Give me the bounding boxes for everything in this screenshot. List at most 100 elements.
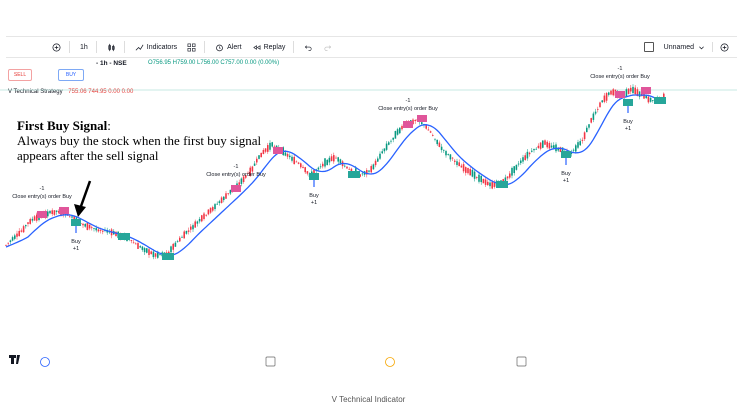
candle-body — [7, 242, 9, 244]
replay-button[interactable]: Replay — [252, 43, 285, 52]
buy-label: Buy — [71, 239, 81, 245]
buy-plus-one-label: +1 — [625, 126, 631, 132]
alert-label: Alert — [227, 43, 242, 51]
candle-body — [634, 87, 636, 95]
candle-body — [148, 249, 150, 256]
candle-body — [535, 148, 537, 150]
layout-checkbox[interactable] — [643, 42, 654, 52]
close-minus-one-label: -1 — [618, 66, 623, 72]
candle-body — [5, 244, 7, 246]
symbol-label[interactable]: - 1h - NSE — [96, 60, 127, 67]
buy-label: Buy — [561, 171, 571, 177]
candle-body — [581, 139, 584, 141]
candle-body — [198, 218, 201, 222]
candle-body — [216, 203, 218, 205]
candle-body — [608, 92, 610, 95]
templates-button[interactable] — [187, 43, 196, 52]
earnings-icon[interactable] — [265, 356, 276, 367]
chart-type-button[interactable] — [107, 43, 116, 52]
buy-marker — [496, 181, 508, 188]
candle-body — [533, 148, 535, 151]
candle-body — [146, 248, 148, 253]
candle-body — [55, 210, 58, 212]
earnings-icon[interactable] — [516, 356, 527, 367]
plus-circle-icon[interactable] — [720, 43, 729, 52]
candle-body — [289, 155, 291, 158]
candle-body — [97, 229, 100, 232]
candle-body — [209, 207, 212, 213]
candle-body — [238, 182, 240, 185]
candle-body — [132, 242, 135, 244]
candle-body — [548, 142, 551, 149]
candle-body — [491, 182, 493, 189]
candle-body — [9, 240, 12, 242]
candle-body — [511, 167, 513, 176]
chevron-down-icon[interactable] — [698, 44, 705, 51]
tradingview-logo — [9, 355, 20, 364]
candle-body — [370, 166, 372, 173]
candle-body — [610, 90, 612, 95]
exit-marker — [641, 87, 651, 94]
candle-body — [471, 169, 474, 177]
candle-body — [130, 240, 133, 242]
sell-button[interactable]: SELL — [8, 69, 32, 81]
candle-body — [300, 163, 302, 168]
candle-body — [652, 100, 654, 101]
candle-body — [227, 193, 229, 195]
candle-body — [297, 162, 300, 164]
undo-button[interactable] — [304, 43, 313, 52]
exit-marker — [59, 207, 69, 214]
candle-body — [328, 157, 331, 163]
candle-body — [313, 169, 315, 174]
strategy-row[interactable]: V Technical Strategy 755.06 744.95 0.00 … — [8, 89, 133, 95]
candle-body — [271, 142, 273, 147]
candle-body — [480, 175, 482, 183]
candle-body — [385, 143, 388, 150]
close-minus-one-label: -1 — [40, 186, 45, 192]
candle-body — [572, 149, 575, 151]
annotation-colon: : — [107, 118, 111, 133]
split-icon[interactable] — [385, 357, 395, 367]
candle-body — [440, 146, 443, 151]
candle-body — [526, 151, 529, 159]
candle-body — [524, 155, 526, 160]
candle-body — [577, 142, 579, 148]
candle-body — [436, 139, 438, 145]
indicators-button[interactable]: Indicators — [135, 43, 177, 52]
candle-body — [179, 237, 181, 242]
candle-body — [561, 147, 564, 154]
candle-body — [366, 170, 368, 175]
candle-body — [245, 175, 247, 178]
candle-body — [625, 89, 628, 97]
annotation-text: First Buy Signal: Always buy the stock w… — [17, 118, 277, 163]
candle-body — [528, 152, 531, 155]
candle-body — [27, 222, 29, 224]
candle-body — [176, 241, 179, 243]
candle-body — [229, 189, 232, 194]
buy-marker — [654, 97, 666, 104]
dividend-icon[interactable] — [40, 357, 50, 367]
candle-body — [159, 254, 161, 255]
candle-body — [66, 212, 69, 216]
candle-body — [168, 251, 170, 254]
redo-button[interactable] — [323, 43, 332, 52]
add-symbol-button[interactable] — [52, 43, 61, 52]
toolbar-divider — [123, 41, 125, 53]
price-chart[interactable]: -1 Close entry(s) order Buy -1 Close entry(… — [0, 57, 737, 367]
candle-body — [260, 152, 262, 158]
chart-toolbar: 1h Indicators Alert Replay Unnamed — [6, 36, 737, 58]
candle-body — [504, 177, 507, 183]
alert-button[interactable]: Alert — [215, 43, 242, 52]
candle-body — [269, 142, 271, 150]
toolbar-divider — [712, 42, 713, 52]
candle-body — [192, 225, 194, 230]
buy-plus-one-label: +1 — [311, 200, 317, 206]
candle-body — [172, 243, 174, 250]
close-entry-label: Close entry(s) order Buy — [12, 194, 72, 200]
timeframe-button[interactable]: 1h — [80, 44, 88, 51]
indicators-label: Indicators — [146, 43, 178, 51]
candle-body — [649, 97, 652, 102]
exit-marker — [273, 147, 283, 154]
buy-button[interactable]: BUY — [58, 69, 84, 81]
layout-name[interactable]: Unnamed — [663, 43, 694, 51]
